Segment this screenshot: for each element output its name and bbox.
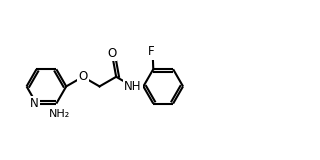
Text: F: F xyxy=(148,45,155,58)
Text: O: O xyxy=(107,47,116,60)
Text: O: O xyxy=(78,70,87,83)
Text: NH: NH xyxy=(124,80,141,93)
Text: NH₂: NH₂ xyxy=(49,109,70,119)
Text: N: N xyxy=(30,97,39,110)
